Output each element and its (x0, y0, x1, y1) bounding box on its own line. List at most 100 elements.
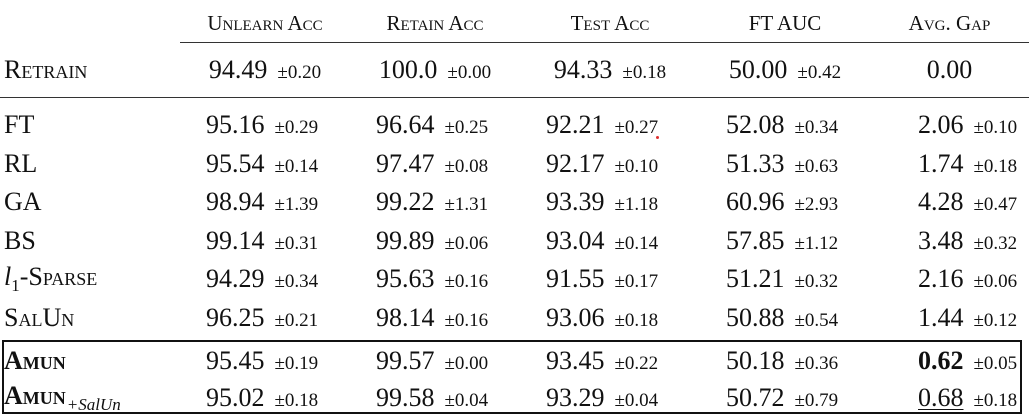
method-label-subscript: 1 (11, 276, 20, 296)
table-row: GA 98.94 ±1.39 99.22 ±1.31 93.39 ±1.18 60.96 ±2.… (0, 183, 1029, 222)
metric-std: ±0.10 (973, 117, 1018, 139)
metric-value: 98.94 (206, 187, 265, 217)
metric-value: 4.28 (918, 187, 964, 217)
metric-cell: 95.16 ±0.29 (180, 106, 350, 145)
metric-value: 99.89 (376, 225, 435, 255)
metric-std: ±0.18 (274, 389, 319, 411)
metric-value: 94.29 (206, 264, 265, 294)
metric-std: ±0.25 (444, 117, 489, 139)
metric-value: 50.00 (728, 55, 788, 84)
metric-value: 52.08 (726, 110, 785, 140)
metric-std: ±1.18 (614, 194, 659, 216)
metric-std: ±0.19 (274, 353, 319, 375)
metric-std: ±0.31 (274, 232, 319, 254)
metric-cell: 92.17 ±0.10 (520, 145, 700, 184)
metric-value: 2.16 (918, 264, 964, 294)
metric-value: 1.44 (918, 302, 964, 332)
metric-value: 0.68 (918, 382, 964, 412)
metric-value: 92.21 (546, 110, 605, 140)
method-name: Amun (0, 343, 180, 380)
metric-cell: 50.72 ±0.79 (700, 380, 870, 417)
metric-std: ±0.00 (447, 62, 492, 83)
metric-value: 93.39 (546, 187, 605, 217)
metric-cell: 96.64 ±0.25 (350, 106, 520, 145)
metric-cell: 99.14 ±0.31 (180, 222, 350, 261)
metric-value: 96.64 (376, 110, 435, 140)
metric-cell: 3.48 ±0.32 (870, 222, 1029, 261)
method-name: GA (0, 183, 180, 222)
metric-std: ±0.47 (973, 194, 1018, 216)
metric-std: ±0.34 (274, 271, 319, 293)
rule-under-header (180, 42, 1029, 43)
metric-std: ±0.18 (614, 309, 659, 331)
metric-value: 0.00 (926, 55, 973, 84)
method-label: BS (4, 225, 36, 255)
metric-std: ±0.00 (444, 353, 489, 375)
metric-std: ±0.34 (794, 117, 839, 139)
method-label: RL (4, 148, 38, 178)
metric-cell: 93.04 ±0.14 (520, 222, 700, 261)
metric-cell: 98.14 ±0.16 (350, 299, 520, 338)
metric-cell: 99.89 ±0.06 (350, 222, 520, 261)
metric-cell: 0.00 (870, 40, 1029, 100)
header-retain-acc: Retain Acc (386, 11, 484, 35)
rule-under-reference (0, 97, 1029, 98)
method-name: l1-Sparse (0, 260, 180, 299)
header-test-acc: Test Acc (570, 11, 650, 35)
table-row: RL 95.54 ±0.14 97.47 ±0.08 92.17 ±0.10 51.33 ±0.… (0, 145, 1029, 184)
metric-std: ±0.06 (973, 271, 1018, 293)
metric-value: 99.14 (206, 225, 265, 255)
method-label: FT (4, 110, 35, 140)
metric-cell: 99.57 ±0.00 (350, 343, 520, 380)
metric-cell: 4.28 ±0.47 (870, 183, 1029, 222)
metric-std: ±0.08 (444, 155, 489, 177)
metric-value: 51.21 (726, 264, 785, 294)
metric-std: ±0.04 (614, 389, 659, 411)
metric-std: ±0.18 (973, 389, 1018, 411)
metric-value: 93.06 (546, 302, 605, 332)
metric-cell: 2.16 ±0.06 (870, 260, 1029, 299)
metric-cell: 92.21 ±0.27 (520, 106, 700, 145)
metric-std: ±0.79 (794, 389, 839, 411)
metric-std: ±0.18 (973, 155, 1018, 177)
metric-cell: 95.02 ±0.18 (180, 380, 350, 417)
metric-value: 93.45 (546, 346, 605, 376)
metric-value: 99.58 (376, 382, 435, 412)
table-row: Amun+SalUn 95.02 ±0.18 99.58 ±0.04 93.29 ±0.04… (0, 380, 1029, 417)
metric-value: 60.96 (726, 187, 785, 217)
method-label: Amun (4, 380, 66, 410)
metric-value: 93.29 (546, 382, 605, 412)
metric-std: ±1.31 (444, 194, 489, 216)
table-row: FT 95.16 ±0.29 96.64 ±0.25 92.21 ±0.27 52.08 ±0.… (0, 106, 1029, 145)
metric-value: 95.54 (206, 148, 265, 178)
metric-value: 97.47 (376, 148, 435, 178)
method-name: FT (0, 106, 180, 145)
header-method (0, 0, 180, 40)
metric-std: ±0.21 (274, 309, 319, 331)
metric-std: ±0.04 (444, 389, 489, 411)
table-row: Retrain 94.49 ±0.20 100.0 ±0.00 94.33 ±0.18 50.… (0, 40, 1029, 100)
metric-std: ±0.17 (614, 271, 659, 293)
metric-std: ±0.29 (274, 117, 319, 139)
metric-cell: 50.18 ±0.36 (700, 343, 870, 380)
metric-std: ±0.16 (444, 271, 489, 293)
table-row: l1-Sparse 94.29 ±0.34 95.63 ±0.16 91.55 ±0.17 5… (0, 260, 1029, 299)
metric-value: 2.06 (918, 110, 964, 140)
metric-value: 95.45 (206, 346, 265, 376)
metric-value: 50.18 (726, 346, 785, 376)
metric-cell: 52.08 ±0.34 (700, 106, 870, 145)
method-label: GA (4, 187, 42, 217)
metric-std: ±2.93 (794, 194, 839, 216)
metric-value: 94.49 (208, 55, 268, 84)
metric-cell: 51.33 ±0.63 (700, 145, 870, 184)
metric-cell: 0.68 ±0.18 (870, 380, 1029, 417)
metric-cell: 95.54 ±0.14 (180, 145, 350, 184)
method-name: RL (0, 145, 180, 184)
method-label: SalUn (4, 302, 75, 332)
metric-std: ±0.32 (794, 271, 839, 293)
stray-red-mark (656, 136, 659, 139)
metric-value: 95.02 (206, 382, 265, 412)
metric-value: 95.63 (376, 264, 435, 294)
